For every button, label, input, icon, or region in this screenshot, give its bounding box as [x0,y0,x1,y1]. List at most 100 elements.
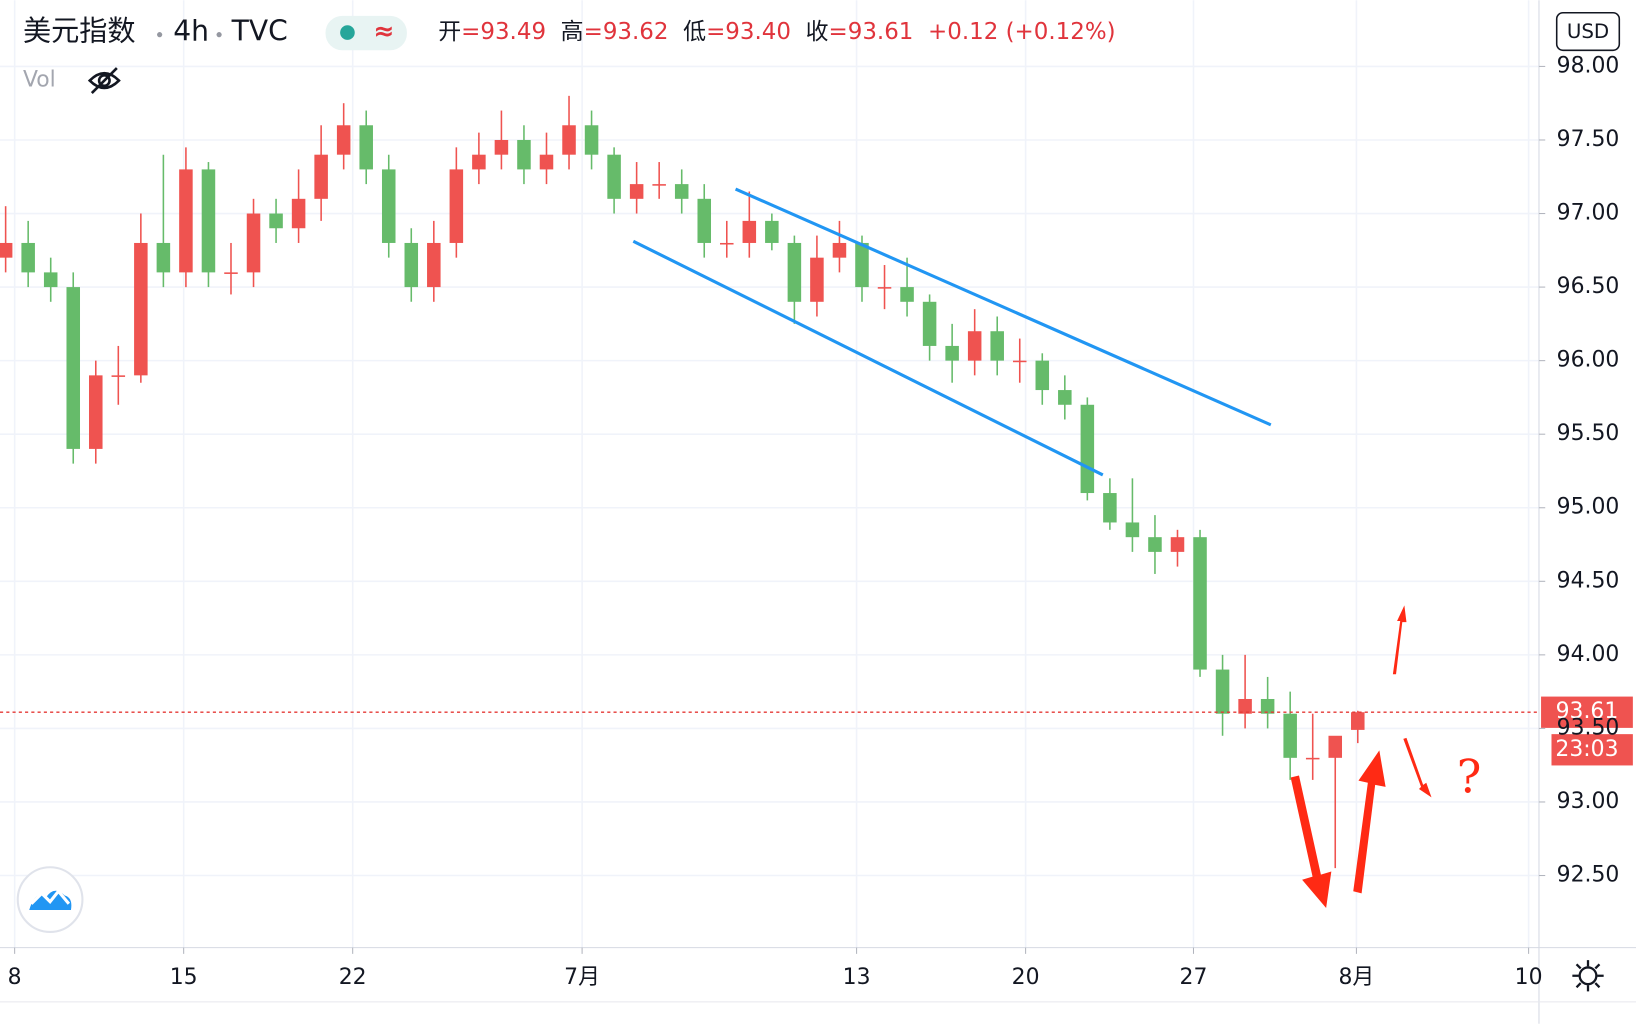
candle-body [134,242,148,376]
candle-body [427,242,441,288]
settings-icon[interactable] [1572,960,1604,992]
candle-body [269,213,283,229]
x-tick-label: 15 [170,965,198,990]
header: 美元指数 4h TVC ≈ 开 =93.49 高 =93.62 低 =93.40 收 =93.… [23,15,1116,95]
countdown-badge [1551,734,1633,766]
candle-body [787,242,802,302]
grid [0,0,1539,948]
candle-body [1193,537,1207,670]
countdown: 23:03 [1555,737,1618,762]
candle-body [494,139,509,155]
ohlc-label: 高 [561,19,584,45]
candle-body [381,169,396,243]
ohlc-value: =93.61 [829,19,914,45]
arrow-small-down [1403,737,1432,798]
candle-body [832,242,847,258]
hide-icon[interactable] [87,67,121,95]
y-tick-label: 95.00 [1557,495,1620,520]
candle-body [967,331,982,361]
candle-body [111,375,126,377]
y-tick-label: 96.00 [1557,348,1620,373]
candle-body [652,184,666,186]
candle-body [0,242,13,258]
change: +0.12 (+0.12%) [928,19,1116,45]
y-tick-label: 97.00 [1557,201,1620,226]
status-pill[interactable] [325,15,407,51]
candle-body [900,287,914,302]
channel-lower [632,239,1104,477]
candle-body [765,220,779,243]
y-tick-label: 98.00 [1557,53,1620,78]
symbol: 美元指数 [23,15,136,48]
y-tick-label: 95.50 [1557,421,1620,446]
ohlc-label: 开 [438,19,461,45]
candle-body [1035,360,1050,391]
candle-body [89,375,103,449]
candle-body [1058,390,1072,405]
market-status [340,25,355,40]
candle-body [1283,713,1297,758]
x-tick-label: 10 [1515,965,1543,990]
candle-body [1103,493,1117,523]
separator [157,32,163,38]
x-tick-label: 27 [1180,965,1208,990]
currency: USD [1567,20,1609,43]
candle-body [1170,537,1185,552]
candle-body [584,125,599,155]
candle-body [224,272,238,274]
candle-body [1012,360,1027,363]
candle-body [156,242,171,273]
price-overlay: 93.61 23:03 [0,696,1633,766]
logo[interactable] [16,866,84,933]
candle-body [201,169,216,273]
candle-body [1238,698,1252,714]
x-tick-label: 7月 [564,965,600,990]
exchange: TVC [231,15,288,48]
y-tick-label: 93.50 [1557,715,1620,740]
candle-body [21,242,35,273]
candle-body [1080,404,1095,494]
last-price-label: 93.61 [1556,699,1619,724]
arrow-small-up [1392,605,1407,675]
candle-body [43,272,58,288]
candle-body [1305,757,1320,760]
ohlc-value: =93.40 [706,19,791,45]
currency-button[interactable] [1555,11,1621,52]
y-tick-label: 93.00 [1557,789,1620,814]
candle-body [674,184,689,199]
candle-body [291,198,306,229]
volume-label: Vol [23,68,56,93]
candle-body [1328,735,1343,758]
channel-upper [734,187,1272,427]
candle-body [922,301,937,346]
candle-body [517,139,531,170]
candle-body [855,242,869,288]
y-tick-label: 94.00 [1557,642,1620,667]
x-tick-label: 13 [843,965,871,990]
y-tick-label: 92.50 [1557,863,1620,888]
candle-body [359,125,373,170]
candle-body [990,331,1004,361]
x-tick-label: 8 [8,965,22,990]
candle-body [562,125,576,155]
data-status: ≈ [373,17,394,46]
x-tick-label: 20 [1012,965,1040,990]
ohlc-value: =93.49 [461,19,546,45]
candle-body [1215,669,1230,714]
separator [216,32,222,38]
x-tick-label: 8月 [1339,965,1375,990]
candle-body [1125,522,1140,538]
annotation: ? [1457,750,1482,804]
arrows [1290,605,1432,908]
candle-body [314,154,328,199]
candle-body [472,154,486,170]
candle-body [629,184,644,199]
candle-body [742,220,757,243]
ohlc-value: =93.62 [584,19,669,45]
ohlc-legend: 开 =93.49 高 =93.62 低 =93.40 收 =93.61 +0.12 (+0.12… [438,19,1115,45]
y-tick-label: 94.50 [1557,568,1620,593]
candle-body [539,154,554,170]
interval: 4h [173,15,209,48]
